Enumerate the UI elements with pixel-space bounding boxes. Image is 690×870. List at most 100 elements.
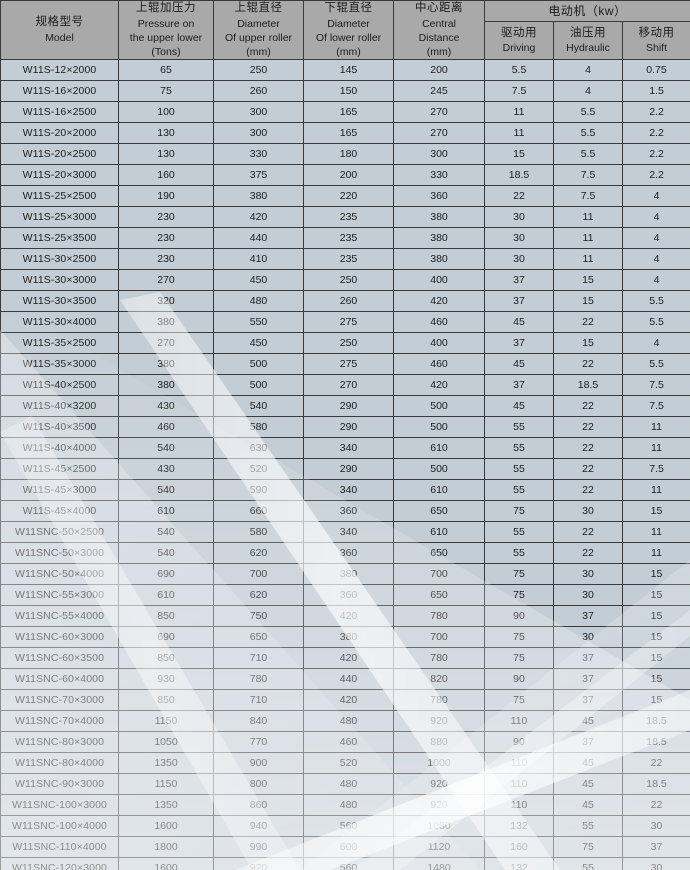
cell-hydraulic: 5.5 <box>553 122 623 145</box>
cell-pressure: 850 <box>118 605 214 628</box>
cell-driving: 90 <box>484 731 554 754</box>
cell-lower_roller: 250 <box>303 269 394 292</box>
cell-lower_roller: 480 <box>303 773 394 796</box>
cell-upper_roller: 375 <box>213 164 304 187</box>
cell-shift: 2.2 <box>622 101 690 124</box>
column-header-pressure-cn: 上辊加压力 <box>136 2 196 14</box>
cell-model: W11S-30×3000 <box>0 269 119 292</box>
cell-upper_roller: 550 <box>213 311 304 334</box>
column-header-pressure-en-2: the upper lower <box>129 31 203 44</box>
cell-central: 780 <box>393 647 485 670</box>
cell-pressure: 430 <box>118 458 214 481</box>
cell-driving: 30 <box>484 227 554 250</box>
cell-pressure: 380 <box>118 311 214 334</box>
table-row: W11S-25×3000 230 420 235 380 30 11 4 <box>0 206 690 229</box>
cell-central: 1000 <box>393 752 485 775</box>
cell-lower_roller: 165 <box>303 101 394 124</box>
cell-model: W11S-35×2500 <box>0 332 119 355</box>
cell-lower_roller: 290 <box>303 458 394 481</box>
cell-hydraulic: 22 <box>553 458 623 481</box>
cell-pressure: 1350 <box>118 794 214 817</box>
column-header-shift-cn: 移动用 <box>638 26 675 39</box>
cell-lower_roller: 440 <box>303 668 394 691</box>
cell-model: W11S-40×2500 <box>0 374 119 397</box>
cell-driving: 75 <box>484 626 554 649</box>
table-row: W11S-40×3200 430 540 290 500 45 22 7.5 <box>0 395 690 418</box>
cell-driving: 132 <box>484 815 554 838</box>
cell-lower_roller: 290 <box>303 395 394 418</box>
cell-pressure: 130 <box>118 143 214 166</box>
cell-shift: 15 <box>622 584 690 607</box>
cell-pressure: 230 <box>118 227 214 250</box>
cell-hydraulic: 22 <box>553 542 623 565</box>
cell-upper_roller: 620 <box>213 584 304 607</box>
cell-lower_roller: 165 <box>303 122 394 145</box>
cell-lower_roller: 420 <box>303 689 394 712</box>
cell-central: 820 <box>393 668 485 691</box>
cell-central: 610 <box>393 437 485 460</box>
cell-driving: 37 <box>484 332 554 355</box>
cell-model: W11SNC-55×4000 <box>0 605 119 628</box>
cell-driving: 45 <box>484 395 554 418</box>
cell-shift: 30 <box>622 815 690 838</box>
cell-lower_roller: 180 <box>303 143 394 166</box>
cell-lower_roller: 340 <box>303 479 394 502</box>
cell-lower_roller: 460 <box>303 731 394 754</box>
cell-driving: 45 <box>484 311 554 334</box>
cell-hydraulic: 7.5 <box>553 164 623 187</box>
cell-shift: 15 <box>622 500 690 523</box>
cell-pressure: 430 <box>118 395 214 418</box>
cell-shift: 0.75 <box>622 59 690 82</box>
cell-central: 380 <box>393 248 485 271</box>
cell-shift: 5.5 <box>622 353 690 376</box>
cell-central: 270 <box>393 122 485 145</box>
cell-model: W11S-30×3500 <box>0 290 119 313</box>
cell-central: 920 <box>393 773 485 796</box>
cell-central: 460 <box>393 353 485 376</box>
cell-central: 400 <box>393 332 485 355</box>
cell-pressure: 160 <box>118 164 214 187</box>
cell-shift: 18.5 <box>622 731 690 754</box>
cell-central: 650 <box>393 584 485 607</box>
column-header-hydraulic-cn: 油压用 <box>570 26 606 39</box>
cell-model: W11S-20×2500 <box>0 143 119 166</box>
cell-hydraulic: 7.5 <box>553 185 623 208</box>
cell-driving: 55 <box>484 458 554 481</box>
cell-pressure: 540 <box>118 521 214 544</box>
table-row: W11SNC-90×3000 1150 800 480 920 110 45 18.5 <box>0 773 690 796</box>
cell-model: W11SNC-60×4000 <box>0 668 119 691</box>
table-row: W11S-45×3000 540 590 340 610 55 22 11 <box>0 479 690 502</box>
cell-lower_roller: 420 <box>303 647 394 670</box>
column-header-pressure-unit: (Tons) <box>151 45 181 58</box>
column-header-motor-group: 电动机（kw） <box>484 0 690 23</box>
cell-lower_roller: 145 <box>303 59 394 82</box>
cell-driving: 37 <box>484 290 554 313</box>
cell-model: W11S-30×4000 <box>0 311 119 334</box>
cell-shift: 7.5 <box>622 374 690 397</box>
cell-hydraulic: 37 <box>553 731 623 754</box>
table-row: W11S-30×3500 320 480 260 420 37 15 5.5 <box>0 290 690 313</box>
cell-central: 270 <box>393 101 485 124</box>
column-header-upper-roller-unit: (mm) <box>246 45 271 58</box>
cell-hydraulic: 75 <box>553 836 623 859</box>
cell-upper_roller: 900 <box>213 752 304 775</box>
cell-upper_roller: 500 <box>213 374 304 397</box>
cell-lower_roller: 360 <box>303 584 394 607</box>
cell-central: 380 <box>393 206 485 229</box>
cell-lower_roller: 480 <box>303 710 394 733</box>
cell-driving: 55 <box>484 542 554 565</box>
table-row: W11S-20×2500 130 330 180 300 15 5.5 2.2 <box>0 143 690 166</box>
cell-model: W11S-40×3500 <box>0 416 119 439</box>
cell-shift: 15 <box>622 689 690 712</box>
cell-model: W11S-40×4000 <box>0 437 119 460</box>
cell-hydraulic: 5.5 <box>553 101 623 124</box>
cell-lower_roller: 220 <box>303 185 394 208</box>
cell-shift: 37 <box>622 836 690 859</box>
cell-shift: 18.5 <box>622 710 690 733</box>
table-row: W11S-35×3000 380 500 275 460 45 22 5.5 <box>0 353 690 376</box>
cell-model: W11SNC-55×3000 <box>0 584 119 607</box>
cell-upper_roller: 630 <box>213 437 304 460</box>
cell-lower_roller: 340 <box>303 521 394 544</box>
cell-pressure: 540 <box>118 437 214 460</box>
